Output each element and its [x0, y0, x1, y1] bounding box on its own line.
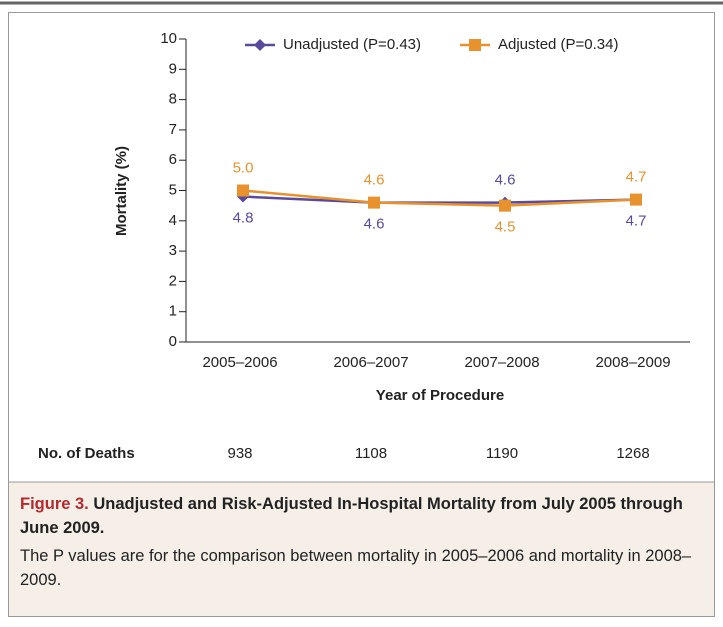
value-label: 4.5: [495, 219, 516, 236]
point: [254, 39, 266, 51]
y-axis-label: Mortality (%): [113, 146, 130, 236]
caption-bg: [9, 482, 714, 616]
y-tick-label: 5: [169, 181, 177, 198]
y-tick-label: 4: [169, 212, 177, 229]
y-tick-label: 10: [160, 30, 177, 47]
deaths-value: 1190: [486, 445, 518, 462]
deaths-value: 1108: [355, 445, 387, 462]
frame: [8, 12, 715, 617]
legend-label: Adjusted (P=0.34): [498, 36, 619, 53]
value-label: 4.6: [495, 172, 516, 189]
value-label: 4.6: [364, 216, 385, 233]
legend-label: Unadjusted (P=0.43): [283, 36, 421, 53]
x-tick-label: 2008–2009: [595, 354, 670, 371]
figure-label: Figure 3.: [20, 495, 89, 513]
caption: Figure 3. Unadjusted and Risk-Adjusted I…: [20, 492, 710, 592]
y-tick-label: 3: [169, 242, 177, 259]
series-line: [242, 195, 637, 204]
y-tick-label: 8: [169, 91, 177, 108]
point: [630, 193, 642, 206]
series-line: [242, 189, 637, 207]
point: [237, 184, 249, 197]
deaths-value: 938: [227, 445, 252, 462]
x-tick-label: 2005–2006: [202, 354, 277, 371]
x-tick-label: 2007–2008: [464, 354, 539, 371]
value-label: 4.7: [626, 213, 647, 230]
point: [469, 39, 481, 51]
point: [499, 199, 511, 212]
y-tick-label: 7: [169, 121, 177, 138]
deaths-value: 1268: [616, 445, 649, 462]
value-label: 4.8: [233, 210, 254, 227]
value-label: 4.7: [626, 169, 647, 186]
y-tick-label: 2: [169, 272, 177, 289]
x-axis-label: Year of Procedure: [376, 387, 504, 404]
point: [368, 196, 380, 209]
x-tick-label: 2006–2007: [333, 354, 408, 371]
caption-title: Unadjusted and Risk-Adjusted In-Hospital…: [20, 495, 683, 537]
caption-text: The P values are for the comparison betw…: [20, 547, 692, 589]
value-label: 4.6: [364, 172, 385, 189]
deaths-label: No. of Deaths: [38, 445, 135, 462]
y-tick-label: 6: [169, 151, 177, 168]
y-tick-label: 1: [169, 303, 177, 320]
y-tick-label: 9: [169, 60, 177, 77]
y-tick-label: 0: [169, 333, 177, 350]
value-label: 5.0: [233, 159, 254, 176]
